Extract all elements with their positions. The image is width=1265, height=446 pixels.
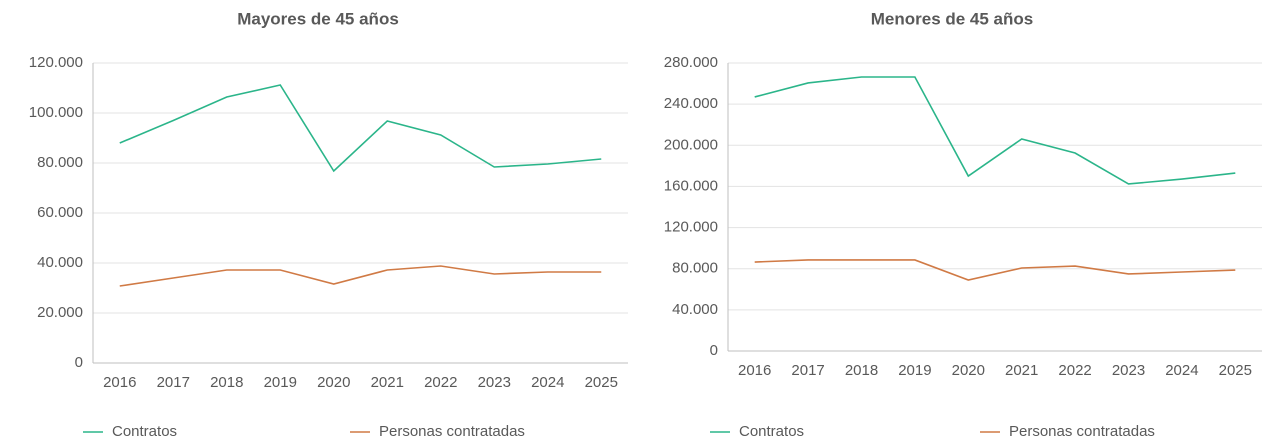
y-tick-label: 80.000 [37, 154, 83, 171]
y-tick-label: 80.000 [672, 260, 718, 277]
legend-label: Personas contratadas [1009, 423, 1155, 440]
legend-label: Contratos [739, 423, 804, 440]
x-tick-label: 2016 [738, 362, 771, 379]
y-tick-label: 240.000 [664, 95, 718, 112]
x-tick-label: 2025 [585, 374, 618, 391]
y-tick-label: 20.000 [37, 304, 83, 321]
x-tick-label: 2023 [478, 374, 511, 391]
x-tick-label: 2023 [1112, 362, 1145, 379]
line-series [754, 76, 1236, 185]
y-tick-label: 120.000 [664, 219, 718, 236]
y-tick-label: 200.000 [664, 136, 718, 153]
x-tick-label: 2017 [157, 374, 190, 391]
y-tick-label: 120.000 [29, 54, 83, 71]
line-series [754, 259, 1236, 281]
x-tick-label: 2021 [371, 374, 404, 391]
x-tick-label: 2021 [1005, 362, 1038, 379]
x-tick-label: 2020 [317, 374, 350, 391]
chart-title: Menores de 45 años [871, 9, 1034, 28]
x-tick-label: 2025 [1219, 362, 1252, 379]
y-tick-label: 60.000 [37, 204, 83, 221]
y-tick-label: 280.000 [664, 54, 718, 71]
line-series [119, 265, 602, 287]
chart-title: Mayores de 45 años [237, 9, 399, 28]
x-tick-label: 2022 [1058, 362, 1091, 379]
x-tick-label: 2024 [1165, 362, 1198, 379]
x-tick-label: 2020 [952, 362, 985, 379]
x-tick-label: 2018 [210, 374, 243, 391]
x-tick-label: 2017 [791, 362, 824, 379]
y-tick-label: 40.000 [37, 254, 83, 271]
x-tick-label: 2019 [898, 362, 931, 379]
legend-label: Personas contratadas [379, 423, 525, 440]
x-tick-label: 2024 [531, 374, 564, 391]
y-tick-label: 40.000 [672, 301, 718, 318]
legend-label: Contratos [112, 423, 177, 440]
y-tick-label: 160.000 [664, 177, 718, 194]
x-tick-label: 2019 [264, 374, 297, 391]
x-tick-label: 2016 [103, 374, 136, 391]
x-tick-label: 2018 [845, 362, 878, 379]
y-tick-label: 100.000 [29, 104, 83, 121]
y-tick-label: 0 [710, 342, 718, 359]
line-series [119, 84, 602, 173]
y-tick-label: 0 [75, 354, 83, 371]
x-tick-label: 2022 [424, 374, 457, 391]
